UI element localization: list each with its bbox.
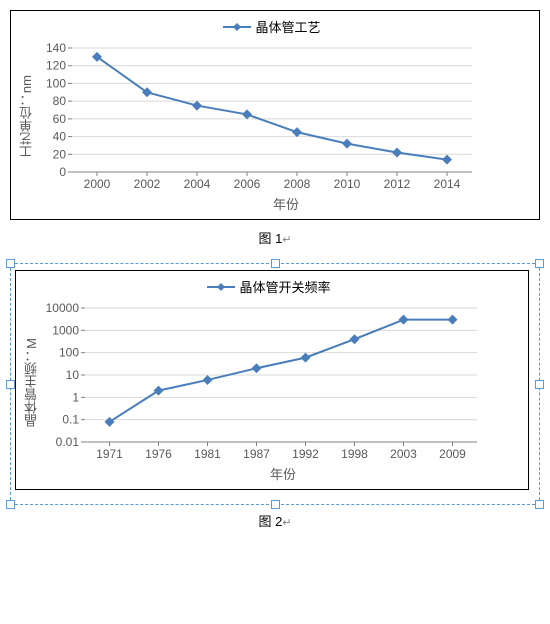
svg-text:0.01: 0.01 xyxy=(56,435,80,449)
resize-handle-icon[interactable] xyxy=(6,380,15,389)
chart-1-plot: 0 20 40 60 80 100 120 140 2000 2002 2004 2006 2008 20… xyxy=(38,42,529,192)
svg-text:2002: 2002 xyxy=(134,177,161,191)
svg-text:10: 10 xyxy=(66,368,80,382)
svg-text:60: 60 xyxy=(53,112,67,126)
svg-text:1981: 1981 xyxy=(194,447,221,461)
svg-text:1987: 1987 xyxy=(243,447,270,461)
svg-text:2009: 2009 xyxy=(439,447,466,461)
svg-text:0: 0 xyxy=(59,165,66,179)
chart-2-legend: 晶体管开关频率 xyxy=(20,277,518,296)
svg-text:1976: 1976 xyxy=(145,447,172,461)
svg-text:20: 20 xyxy=(53,147,67,161)
svg-text:2000: 2000 xyxy=(84,177,111,191)
svg-text:1: 1 xyxy=(72,390,79,404)
svg-text:2014: 2014 xyxy=(434,177,461,191)
svg-text:2006: 2006 xyxy=(234,177,261,191)
resize-handle-icon[interactable] xyxy=(535,380,544,389)
svg-text:100: 100 xyxy=(46,76,66,90)
chart-1-legend: 晶体管工艺 xyxy=(15,17,529,36)
chart-1-caption: 图 1↵ xyxy=(10,228,540,247)
svg-text:2003: 2003 xyxy=(390,447,417,461)
svg-text:2012: 2012 xyxy=(384,177,411,191)
svg-text:2004: 2004 xyxy=(184,177,211,191)
svg-text:1998: 1998 xyxy=(341,447,368,461)
chart-2-ylabel: 晶体管主频：M xyxy=(20,338,43,427)
chart-2-container: 晶体管开关频率 晶体管主频：M 0.01 0.1 1 10 100 1000 10000 19… xyxy=(15,270,529,490)
resize-handle-icon[interactable] xyxy=(535,259,544,268)
legend-marker-icon xyxy=(223,22,251,32)
chart-2-legend-label: 晶体管开关频率 xyxy=(239,277,330,296)
svg-text:120: 120 xyxy=(46,59,66,73)
svg-text:1000: 1000 xyxy=(52,323,79,337)
resize-handle-icon[interactable] xyxy=(6,259,15,268)
legend-marker-icon xyxy=(207,282,235,292)
chart-1-ylabel: 工艺单位：nm xyxy=(15,75,38,158)
svg-text:2008: 2008 xyxy=(284,177,311,191)
resize-handle-icon[interactable] xyxy=(535,500,544,509)
svg-text:80: 80 xyxy=(53,94,67,108)
svg-text:1971: 1971 xyxy=(96,447,123,461)
svg-text:140: 140 xyxy=(46,42,66,55)
svg-text:100: 100 xyxy=(59,346,79,360)
chart-2-plot: 0.01 0.1 1 10 100 1000 10000 1971 1976 1981 1987 19… xyxy=(43,302,518,462)
chart-2-selection-wrapper[interactable]: 晶体管开关频率 晶体管主频：M 0.01 0.1 1 10 100 1000 10000 19… xyxy=(10,263,540,505)
svg-text:40: 40 xyxy=(53,130,67,144)
chart-2-xlabel: 年份 xyxy=(20,462,518,483)
svg-text:1992: 1992 xyxy=(292,447,319,461)
chart-1-xlabel: 年份 xyxy=(15,192,529,213)
svg-text:10000: 10000 xyxy=(46,302,80,315)
chart-1-container: 晶体管工艺 工艺单位：nm 0 20 40 60 80 100 120 140 2000 2002… xyxy=(10,10,540,220)
resize-handle-icon[interactable] xyxy=(6,500,15,509)
chart-1-legend-label: 晶体管工艺 xyxy=(255,17,320,36)
resize-handle-icon[interactable] xyxy=(271,500,280,509)
svg-text:2010: 2010 xyxy=(334,177,361,191)
chart-2-caption: 图 2↵ xyxy=(10,511,540,530)
resize-handle-icon[interactable] xyxy=(271,259,280,268)
svg-text:0.1: 0.1 xyxy=(62,413,79,427)
